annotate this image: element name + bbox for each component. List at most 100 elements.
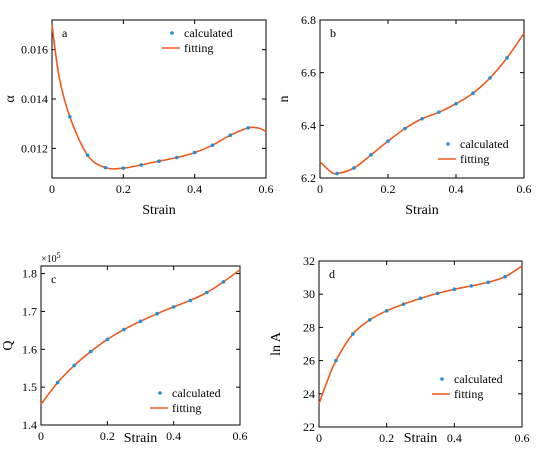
calculated-point <box>103 165 108 170</box>
calculated-point <box>221 280 226 284</box>
y-axis-label: ln A <box>269 331 284 356</box>
x-tick-label: 0 <box>49 182 55 196</box>
calculated-point <box>471 91 475 96</box>
calculated-point <box>122 327 126 332</box>
panel-b: 0 0.2 0.4 0.6 6.2 6.4 6.6 6.8 Strain n b calculated… <box>277 13 532 218</box>
x-tick-label: 0.4 <box>449 182 464 196</box>
calculated-point <box>72 363 76 368</box>
panel-d: 0 0.2 0.4 0.6 22 24 26 28 30 32 Strain ln A d calcula… <box>269 254 530 446</box>
panel-letter: a <box>62 26 68 40</box>
legend-fitting-label: fitting <box>454 387 483 401</box>
legend-fitting-label: fitting <box>184 41 213 55</box>
calculated-point <box>420 116 424 121</box>
x-tick-label: 0.4 <box>166 429 181 443</box>
y-axis-label: α <box>3 95 18 103</box>
y-tick-label: 6.2 <box>301 171 316 185</box>
plot-frame <box>319 19 525 179</box>
legend-calculated-label: calculated <box>460 137 509 151</box>
x-tick-label: 0.2 <box>381 182 396 196</box>
calculated-point <box>210 143 215 147</box>
calculated-point <box>367 318 372 322</box>
x-tick-label: 0 <box>38 429 44 443</box>
calculated-point <box>192 150 197 155</box>
y-tick-label: 1.5 <box>22 380 37 394</box>
calculated-point <box>228 133 233 138</box>
calculated-point <box>454 101 458 106</box>
y-tick-label: 0.016 <box>21 43 48 57</box>
fitting-line <box>319 32 525 175</box>
calculated-point <box>369 153 373 157</box>
legend-calculated-label: calculated <box>184 26 233 40</box>
calculated-point <box>488 76 492 80</box>
legend-calculated-marker <box>440 377 444 381</box>
calculated-point <box>335 171 339 176</box>
fitting-line <box>51 24 267 170</box>
legend-calculated-marker <box>170 31 174 35</box>
calculated-point <box>188 298 193 303</box>
x-tick-label: 0.4 <box>187 182 202 196</box>
legend-calculated-label: calculated <box>172 386 221 400</box>
legend-fitting-label: fitting <box>172 401 201 415</box>
y-tick-label: 1.4 <box>22 418 37 432</box>
calculated-point <box>384 309 389 313</box>
legend-calculated-label: calculated <box>454 372 503 386</box>
calculated-point <box>403 126 407 131</box>
x-axis-label: Strain <box>142 203 175 218</box>
y-tick-label: 1.6 <box>22 342 37 356</box>
x-tick-label: 0.2 <box>379 431 394 445</box>
calculated-point <box>171 305 176 309</box>
calculated-point <box>437 110 441 114</box>
x-tick-label: 0 <box>316 431 322 445</box>
x-axis-label: Strain <box>404 431 437 446</box>
plot-frame <box>51 19 267 179</box>
calculated-point <box>85 153 90 158</box>
y-tick-label: 24 <box>303 387 315 401</box>
y-tick-label: 32 <box>303 254 315 268</box>
y-axis-label: n <box>277 96 292 103</box>
x-tick-label: 0 <box>317 182 323 196</box>
calculated-point <box>469 284 474 288</box>
x-tick-label: 0.2 <box>116 182 131 196</box>
y-exponent-label: ×105 <box>41 251 61 265</box>
calculated-point <box>505 56 509 60</box>
y-tick-label: 26 <box>303 354 315 368</box>
calculated-point <box>452 287 457 292</box>
plot-frame <box>318 260 523 428</box>
calculated-point <box>503 274 507 279</box>
plot-frame <box>40 265 241 426</box>
calculated-point <box>205 290 209 295</box>
y-tick-label: 0.012 <box>21 141 48 155</box>
y-tick-label: 0.014 <box>21 92 48 106</box>
calculated-point <box>55 380 60 385</box>
calculated-point <box>351 332 355 336</box>
panel-letter: d <box>329 267 335 281</box>
calculated-point <box>175 155 179 160</box>
calculated-point <box>401 302 406 306</box>
y-tick-label: 28 <box>303 320 315 334</box>
y-tick-label: 6.6 <box>301 66 316 80</box>
x-tick-label: 0.6 <box>515 431 530 445</box>
panel-a: 0 0.2 0.4 0.6 0.012 0.014 0.016 Strain α a calcula… <box>3 19 274 218</box>
calculated-point <box>486 280 490 285</box>
x-axis-label: Strain <box>405 203 438 218</box>
calculated-point <box>138 319 143 324</box>
legend-fitting-label: fitting <box>460 152 489 166</box>
calculated-point <box>105 337 110 342</box>
calculated-point <box>435 291 440 296</box>
x-tick-label: 0.4 <box>447 431 462 445</box>
x-tick-label: 0.2 <box>100 429 115 443</box>
panel-letter: c <box>51 272 56 286</box>
calculated-point <box>88 349 93 354</box>
calculated-point <box>418 296 423 301</box>
calculated-point <box>334 358 338 363</box>
y-tick-label: 6.4 <box>301 118 316 132</box>
legend-calculated-marker <box>158 391 162 395</box>
y-axis-label: Q <box>1 340 16 350</box>
y-tick-label: 1.7 <box>22 304 37 318</box>
calculated-point <box>155 311 159 316</box>
